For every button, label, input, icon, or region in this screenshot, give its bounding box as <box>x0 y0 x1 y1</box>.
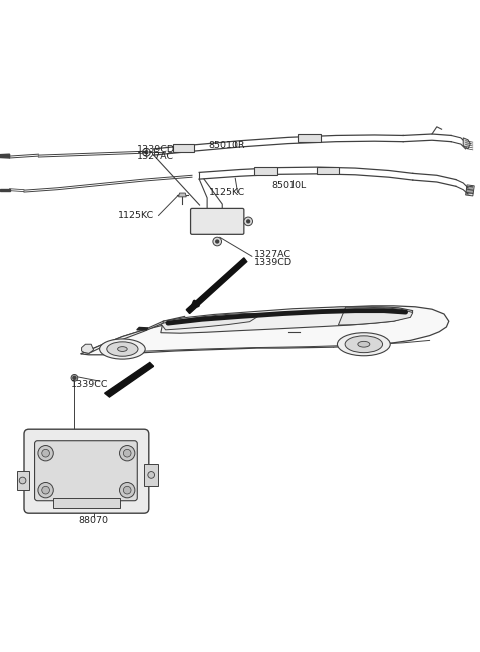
Bar <box>17 471 29 490</box>
Polygon shape <box>82 344 94 353</box>
Ellipse shape <box>337 333 390 356</box>
FancyBboxPatch shape <box>24 429 149 513</box>
Circle shape <box>38 482 53 498</box>
Ellipse shape <box>358 342 370 347</box>
Polygon shape <box>161 307 413 333</box>
Polygon shape <box>137 327 148 330</box>
Polygon shape <box>105 363 154 397</box>
Bar <box>144 464 158 486</box>
Polygon shape <box>463 138 470 149</box>
Text: 85010R: 85010R <box>209 141 245 151</box>
Circle shape <box>42 486 49 494</box>
Bar <box>298 134 321 142</box>
Circle shape <box>247 220 250 223</box>
Text: 85010L: 85010L <box>271 181 306 190</box>
Text: 1327AC: 1327AC <box>137 152 174 161</box>
Circle shape <box>71 374 78 381</box>
Bar <box>173 144 194 152</box>
Text: 1339CD: 1339CD <box>137 145 175 154</box>
FancyBboxPatch shape <box>35 441 137 501</box>
Text: 1339CC: 1339CC <box>71 380 108 389</box>
Polygon shape <box>338 307 413 325</box>
FancyBboxPatch shape <box>191 209 244 234</box>
Ellipse shape <box>118 347 127 351</box>
Text: 1327AC: 1327AC <box>254 250 291 259</box>
Text: 88070: 88070 <box>79 516 108 525</box>
Polygon shape <box>81 306 449 355</box>
Text: 1125KC: 1125KC <box>209 188 245 197</box>
Ellipse shape <box>345 336 383 353</box>
Circle shape <box>216 240 219 243</box>
Circle shape <box>145 151 148 154</box>
Polygon shape <box>84 321 163 353</box>
Circle shape <box>19 477 26 484</box>
Circle shape <box>42 449 49 457</box>
Polygon shape <box>186 258 247 314</box>
Polygon shape <box>0 154 10 158</box>
Ellipse shape <box>100 339 145 359</box>
Circle shape <box>38 445 53 461</box>
Bar <box>317 167 339 174</box>
Circle shape <box>148 471 155 479</box>
Circle shape <box>120 482 135 498</box>
Ellipse shape <box>107 342 138 356</box>
Text: 1339CD: 1339CD <box>254 258 292 267</box>
Bar <box>53 498 120 509</box>
Polygon shape <box>0 188 10 190</box>
Polygon shape <box>161 314 262 330</box>
Polygon shape <box>179 193 186 197</box>
Circle shape <box>73 376 76 379</box>
Circle shape <box>120 445 135 461</box>
Circle shape <box>244 217 252 226</box>
Circle shape <box>213 237 222 246</box>
Circle shape <box>123 449 131 457</box>
Circle shape <box>123 486 131 494</box>
Text: 1125KC: 1125KC <box>118 211 154 220</box>
Bar <box>254 167 277 175</box>
